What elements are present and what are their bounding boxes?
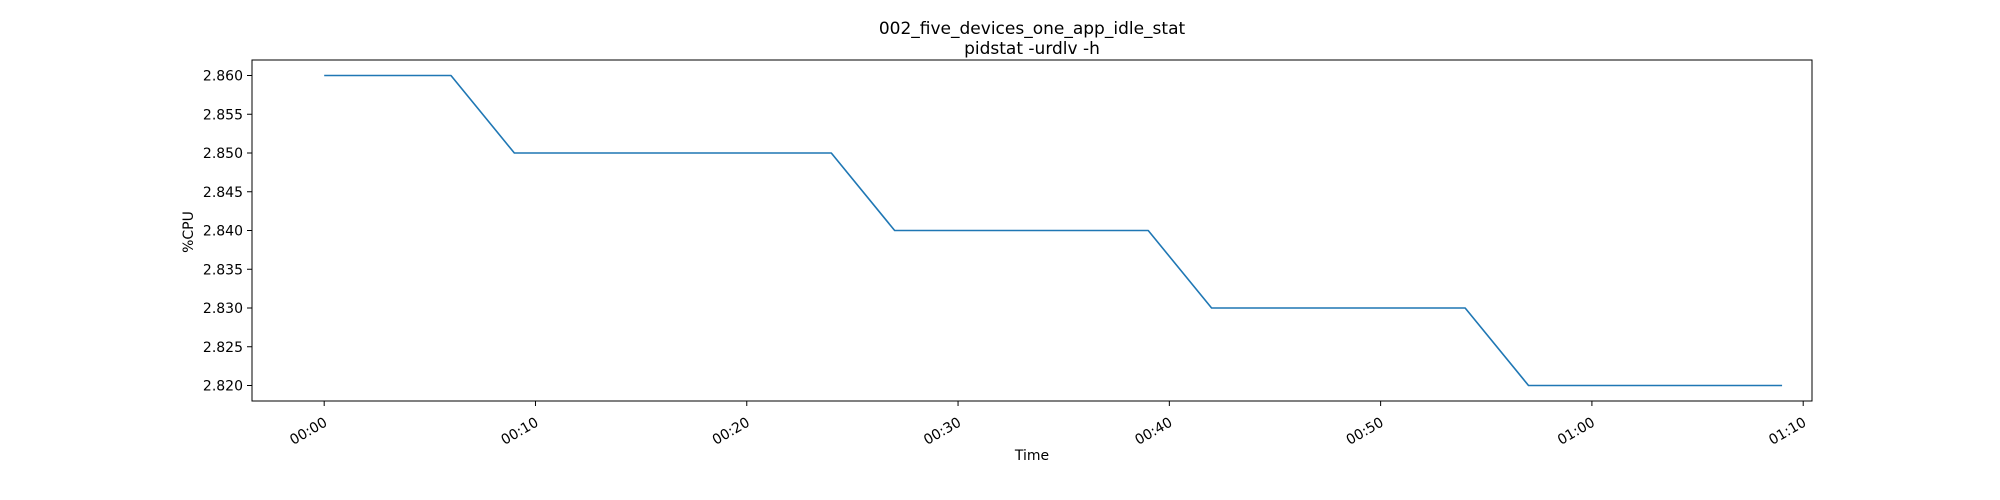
x-tick-label: 00:50 [1344,415,1387,449]
y-axis-label: %CPU [181,211,197,253]
y-tick-label: 2.840 [203,224,243,240]
y-tick-label: 2.855 [203,107,243,123]
y-tick-label: 2.850 [203,146,243,162]
y-tick-label: 2.820 [203,379,243,395]
x-tick-label: 01:10 [1766,415,1809,449]
y-tick-label: 2.825 [203,340,243,356]
y-tick-label: 2.835 [203,262,243,278]
chart-title: 002_five_devices_one_app_idle_stat [879,19,1186,39]
chart-subtitle: pidstat -urdlv -h [964,39,1100,59]
x-axis-label: Time [1014,448,1049,464]
x-tick-label: 00:10 [499,415,542,449]
y-tick-label: 2.845 [203,185,243,201]
y-tick-label: 2.860 [203,69,243,85]
x-tick-label: 01:00 [1555,415,1598,449]
x-tick-label: 00:00 [287,415,330,449]
series-line-0 [324,74,1783,387]
x-tick-label: 00:30 [921,415,964,449]
y-tick-label: 2.830 [203,301,243,317]
x-tick-label: 00:40 [1132,415,1175,449]
x-tick-label: 00:20 [710,415,753,449]
